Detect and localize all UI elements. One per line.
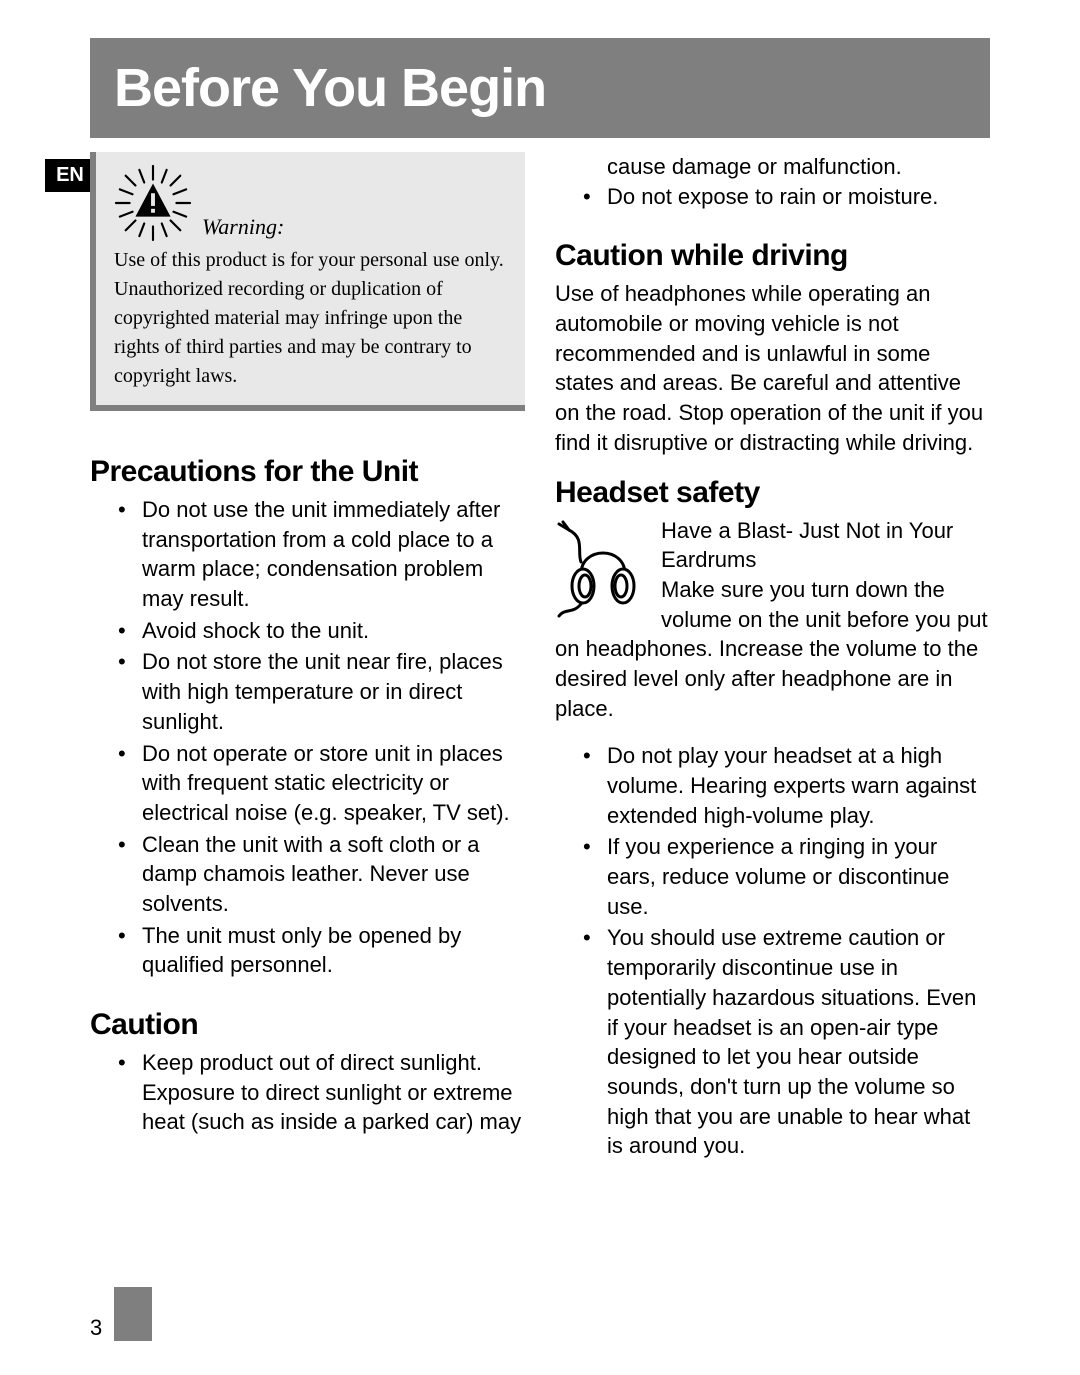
list-item: If you experience a ringing in your ears… — [583, 832, 990, 921]
warning-label: Warning: — [202, 214, 284, 242]
driving-heading: Caution while driving — [555, 239, 990, 273]
headset-intro: Have a Blast- Just Not in Your Eardrums … — [555, 516, 990, 724]
precautions-heading: Precautions for the Unit — [90, 455, 525, 489]
page-number: 3 — [90, 1315, 102, 1341]
footer-block — [114, 1287, 152, 1341]
caution-heading: Caution — [90, 1008, 525, 1042]
list-item: Do not expose to rain or moisture. — [583, 182, 990, 212]
headset-heading: Headset safety — [555, 476, 990, 510]
driving-text: Use of headphones while operating an aut… — [555, 279, 990, 457]
list-item: The unit must only be opened by qualifie… — [118, 921, 525, 980]
headphones-icon — [555, 520, 651, 632]
page-footer: 3 — [90, 1287, 152, 1341]
content-columns: Warning: Use of this product is for your… — [90, 152, 990, 1272]
list-item: Avoid shock to the unit. — [118, 616, 525, 646]
list-item: Keep product out of direct sunlight. Exp… — [118, 1048, 525, 1137]
warning-icon — [114, 164, 192, 242]
title-bar: Before You Begin — [90, 38, 990, 138]
list-item: Do not store the unit near fire, places … — [118, 647, 525, 736]
headset-block: Headset safety Have a Blast- Ju — [555, 476, 990, 1161]
list-item: Clean the unit with a soft cloth or a da… — [118, 830, 525, 919]
warning-text: Use of this product is for your personal… — [114, 246, 507, 391]
precautions-list: Do not use the unit immediately after tr… — [90, 495, 525, 980]
caution-list-col2: Do not expose to rain or moisture. — [555, 182, 990, 212]
caution-cont-text: cause damage or malfunction. — [555, 152, 990, 182]
headset-list: Do not play your headset at a high volum… — [555, 741, 990, 1161]
caution-continuation: cause damage or malfunction. Do not expo… — [555, 152, 990, 211]
list-item: Do not play your headset at a high volum… — [583, 741, 990, 830]
page-title: Before You Begin — [114, 57, 546, 119]
language-badge: EN — [45, 159, 95, 192]
warning-header: Warning: — [114, 164, 507, 242]
list-item: Do not operate or store unit in places w… — [118, 739, 525, 828]
list-item: Do not use the unit immediately after tr… — [118, 495, 525, 614]
caution-list-col1: Keep product out of direct sunlight. Exp… — [90, 1048, 525, 1137]
warning-box: Warning: Use of this product is for your… — [90, 152, 525, 411]
list-item: You should use extreme caution or tempor… — [583, 923, 990, 1161]
